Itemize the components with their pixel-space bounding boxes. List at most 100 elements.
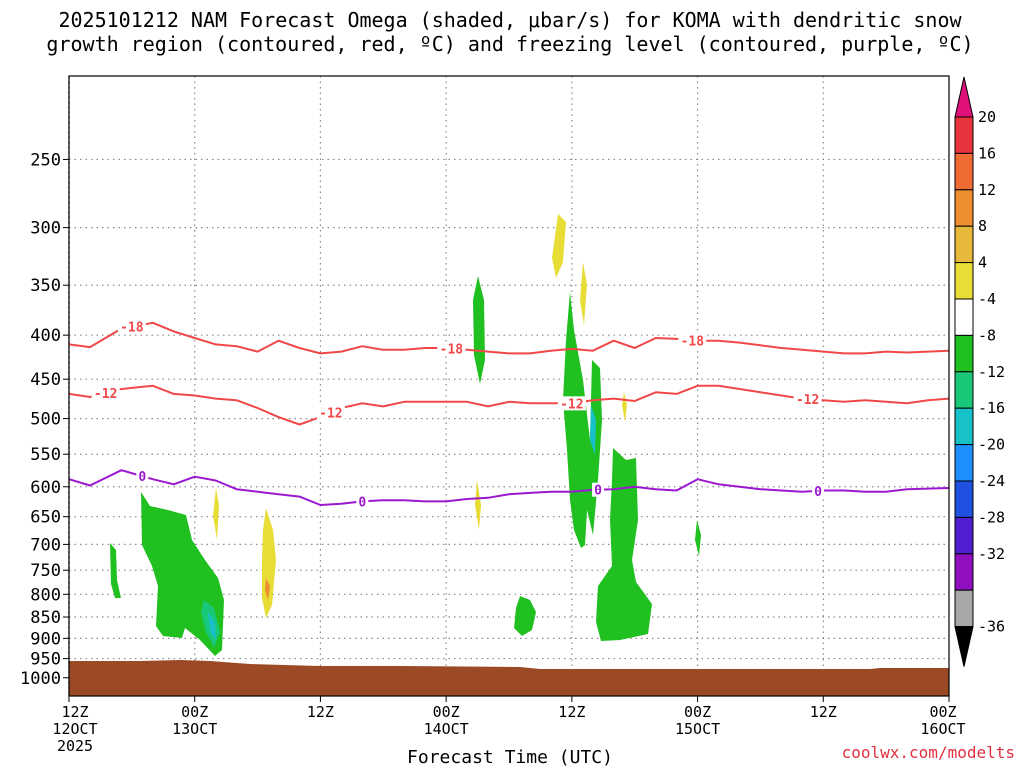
x-tick-label: 00Z [684,703,711,721]
x-tick-label: 13OCT [172,720,217,738]
omega-region-green [695,520,701,556]
colorbar-segment [954,589,974,628]
y-tick-label: 300 [30,219,61,239]
colorbar: 20 16 12 8 4 -4 -8 -12 -16 -20 -24 -28 -32 -36 [954,76,1005,667]
colorbar-segment [954,407,974,446]
y-tick-label: 650 [30,508,61,528]
y-tick-label: 1000 [20,669,61,689]
colorbar-label: -36 [978,618,1005,636]
contour-label-bg [437,341,466,356]
contour-label-bg [812,483,825,498]
colorbar-segment [954,444,974,482]
contour-label-bg [592,482,605,497]
colorbar-segment [954,480,974,518]
colorbar-label: 12 [978,181,996,199]
contour-label: 0 [594,484,602,499]
x-tick-label: 2025 [57,737,93,755]
contour-line [68,321,950,355]
contour-label-bg [136,469,149,484]
contour-label: -12 [796,393,819,408]
y-tick-label: 750 [30,561,61,581]
contour-label: 0 [814,485,822,500]
y-tick-label: 450 [30,370,61,390]
contour-label-bg [91,386,120,401]
plot-area: -18 -18 -18 -12 -12 -12 -12 0 0 0 0 [68,75,950,697]
chart-title-line1: 2025101212 NAM Forecast Omega (shaded, μ… [58,8,962,32]
x-axis-label: Forecast Time (UTC) [407,747,613,768]
colorbar-label: -16 [978,399,1005,417]
colorbar-segment [954,116,974,154]
terrain-ground [69,660,949,696]
chart-title-line2: growth region (contoured, red, ºC) and f… [46,32,973,56]
omega-region-green [514,596,536,636]
colorbar-label: 20 [978,108,996,126]
colorbar-segment [954,371,974,409]
contour-label-bg [356,494,369,509]
colorbar-label: -24 [978,472,1005,490]
omega-region-yellow [580,262,587,325]
y-tick-label: 550 [30,445,61,465]
x-tick-label: 14OCT [424,720,469,738]
temperature-contours: -18 -18 -18 -12 -12 -12 -12 0 0 0 0 [68,319,950,510]
colorbar-bottom-arrow [954,626,974,667]
contour-label-bg [117,319,146,334]
colorbar-label: 4 [978,254,987,272]
contour-label-bg [557,396,586,411]
colorbar-label: -8 [978,326,996,344]
x-tick-label: 00Z [929,703,956,721]
contour-label: -12 [560,397,583,412]
y-tick-label: 700 [30,535,61,555]
omega-region-green [473,276,485,384]
colorbar-label: -32 [978,545,1005,563]
omega-region-orange [265,578,270,600]
omega-region-yellow [213,488,219,540]
y-tick-label: 900 [30,629,61,649]
contour-label: -18 [440,342,464,357]
contour-label: -18 [681,334,705,349]
x-tick-label: 15OCT [675,720,720,738]
colorbar-segment [954,553,974,591]
y-tick-label: 350 [30,276,61,296]
contour-line [68,469,950,506]
colorbar-label: 8 [978,217,987,235]
x-tick-label: 12Z [558,703,585,721]
colorbar-segment [954,334,974,373]
y-tick-label: 600 [30,478,61,498]
contour-label: 0 [138,470,146,485]
grid-lines [69,76,949,696]
colorbar-label: 16 [978,144,996,162]
credit-text: coolwx.com/modelts [842,743,1015,762]
contour-label: -12 [94,387,117,402]
colorbar-top-arrow [954,76,974,118]
y-axis-ticks: 250 300 350 400 450 500 550 600 650 700 750 800 8509… [20,150,69,689]
x-tick-label: 12Z [61,703,88,721]
y-tick-label: 400 [30,326,61,346]
colorbar-segment [954,298,974,336]
omega-region-cyan [590,405,596,455]
x-tick-label: 00Z [433,703,460,721]
contour-label-bg [793,392,822,407]
colorbar-label: -12 [978,363,1005,381]
y-tick-label: 800 [30,585,61,605]
omega-region-yellow [552,214,566,278]
colorbar-label: -28 [978,508,1005,526]
x-tick-label: 12Z [307,703,334,721]
colorbar-segment [954,189,974,227]
contour-label: -18 [120,321,144,336]
colorbar-segment [954,225,974,264]
omega-region-green [596,448,652,641]
contour-label-bg [316,405,345,420]
omega-region-yellow [475,480,481,530]
x-tick-label: 12Z [810,703,837,721]
colorbar-segment [954,152,974,191]
colorbar-label: -4 [978,290,996,308]
omega-region-cyan [208,612,216,640]
x-tick-label: 00Z [181,703,208,721]
contour-label: -12 [319,407,342,422]
y-tick-label: 500 [30,410,61,430]
colorbar-segment [954,262,974,300]
y-tick-label: 850 [30,608,61,628]
y-tick-label: 250 [30,150,61,170]
